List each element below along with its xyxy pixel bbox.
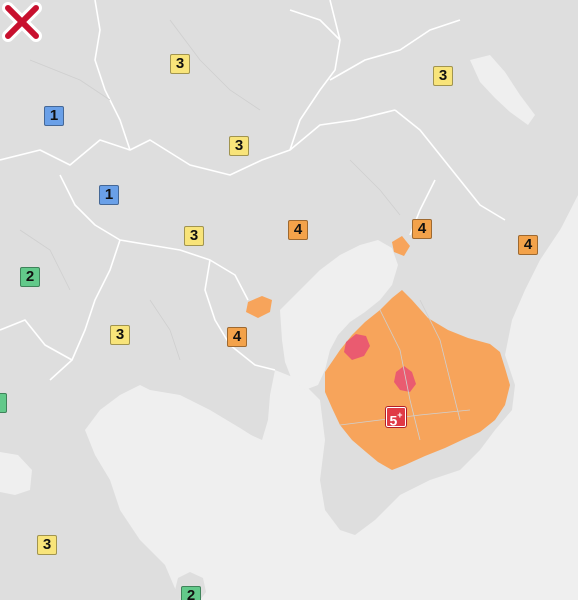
intensity-badge-1[interactable]: 1 [99,185,119,205]
pacific-sea-east [500,195,578,600]
intensity-badge-3[interactable]: 3 [170,54,190,74]
intensity-badge-2-partial[interactable] [0,393,7,413]
sagami-bay [95,390,268,530]
intensity-4-area [325,290,510,470]
intensity-badge-3[interactable]: 3 [433,66,453,86]
intensity-4-area-north [392,236,410,256]
tokyo-bay [280,240,398,390]
intensity-5plus-area-b [394,366,416,392]
intensity-badge-4[interactable]: 4 [412,219,432,239]
intensity-badge-3[interactable]: 3 [229,136,249,156]
intensity-badge-3[interactable]: 3 [110,325,130,345]
intensity-badge-4[interactable]: 4 [288,220,308,240]
intensity-5plus-area-a [344,334,370,360]
intensity-badge-4[interactable]: 4 [518,235,538,255]
municipal-borders [19,19,471,441]
intensity-badge-3[interactable]: 3 [37,535,57,555]
intensity-badge-2[interactable]: 2 [181,586,201,600]
izu-lake [0,452,32,495]
plus-sign: + [397,410,403,420]
intensity-badge-5-plus-value: 5 [389,412,398,429]
intensity-badge-3[interactable]: 3 [184,226,204,246]
prefecture-borders [0,0,506,381]
intensity-badge-2[interactable]: 2 [20,267,40,287]
x-mark-icon[interactable] [0,0,44,44]
intensity-badge-1[interactable]: 1 [44,106,64,126]
intensity-badge-5-plus[interactable]: 5+ [386,407,406,429]
intensity-badge-4[interactable]: 4 [227,327,247,347]
intensity-4-area-west [246,296,272,318]
kasumigaura-lake [470,55,535,125]
